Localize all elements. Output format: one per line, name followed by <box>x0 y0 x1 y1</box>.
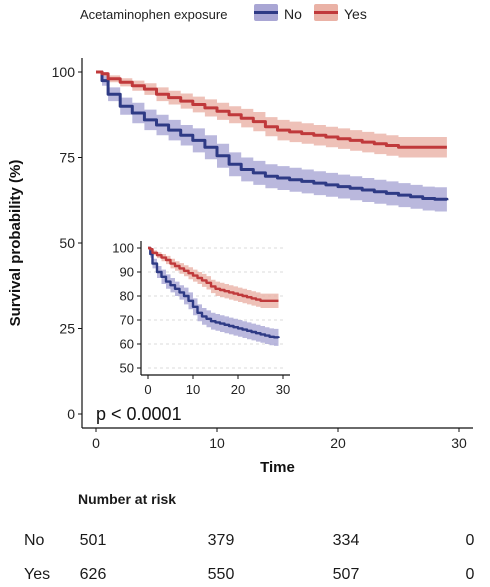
ci-band-yes <box>148 248 279 308</box>
y-tick-label: 50 <box>120 361 134 376</box>
x-tick-label: 20 <box>231 382 245 397</box>
series-line-no <box>96 70 449 201</box>
risk-cell: 501 <box>79 532 107 549</box>
series-line-yes <box>96 70 447 149</box>
y-tick-label: 50 <box>59 235 75 251</box>
y-tick-label: 80 <box>120 289 134 304</box>
risk-cell: 626 <box>79 566 107 583</box>
ci-band-no <box>148 248 279 348</box>
risk-cell: 550 <box>207 566 235 583</box>
legend-title: Acetaminophen exposure <box>80 7 228 22</box>
y-tick-label: 70 <box>120 313 134 328</box>
y-tick-label: 60 <box>120 337 134 352</box>
risk-row-label-yes: Yes <box>24 566 51 583</box>
y-tick-label: 100 <box>112 241 134 256</box>
risk-cell: 0 <box>465 532 475 549</box>
legend-label-no: No <box>284 6 302 22</box>
risk-cell: 379 <box>207 532 235 549</box>
legend: Acetaminophen exposure No Yes <box>0 0 490 30</box>
p-value-annotation: p < 0.0001 <box>96 404 182 424</box>
x-tick-label: 10 <box>209 435 225 451</box>
legend-key-no <box>254 4 278 21</box>
x-tick-label: 20 <box>330 435 346 451</box>
y-tick-label: 0 <box>67 406 75 422</box>
legend-label-yes: Yes <box>344 6 367 22</box>
y-tick-label: 75 <box>59 150 75 166</box>
ci-band-no <box>96 72 447 214</box>
risk-cell: 334 <box>332 532 360 549</box>
x-tick-label: 10 <box>186 382 200 397</box>
y-tick-label: 100 <box>52 64 76 80</box>
risk-table-title: Number at risk <box>78 491 177 507</box>
legend-key-yes <box>314 4 338 21</box>
risk-cell: 507 <box>332 566 360 583</box>
x-tick-label: 0 <box>144 382 151 397</box>
ci-band-yes <box>96 72 447 158</box>
x-tick-label: 30 <box>276 382 290 397</box>
x-tick-label: 0 <box>92 435 100 451</box>
y-axis-label: Survival probability (%) <box>7 160 24 327</box>
series-line-yes <box>148 246 279 302</box>
x-axis-label: Time <box>260 459 295 476</box>
y-tick-label: 90 <box>120 265 134 280</box>
inset-chart: 50 60 70 80 90 100 0 10 20 30 <box>112 240 291 397</box>
risk-cell: 0 <box>465 566 475 583</box>
risk-row-label-no: No <box>24 532 45 549</box>
x-tick-label: 30 <box>451 435 467 451</box>
series-line-no <box>148 246 280 339</box>
y-tick-label: 25 <box>59 321 75 337</box>
